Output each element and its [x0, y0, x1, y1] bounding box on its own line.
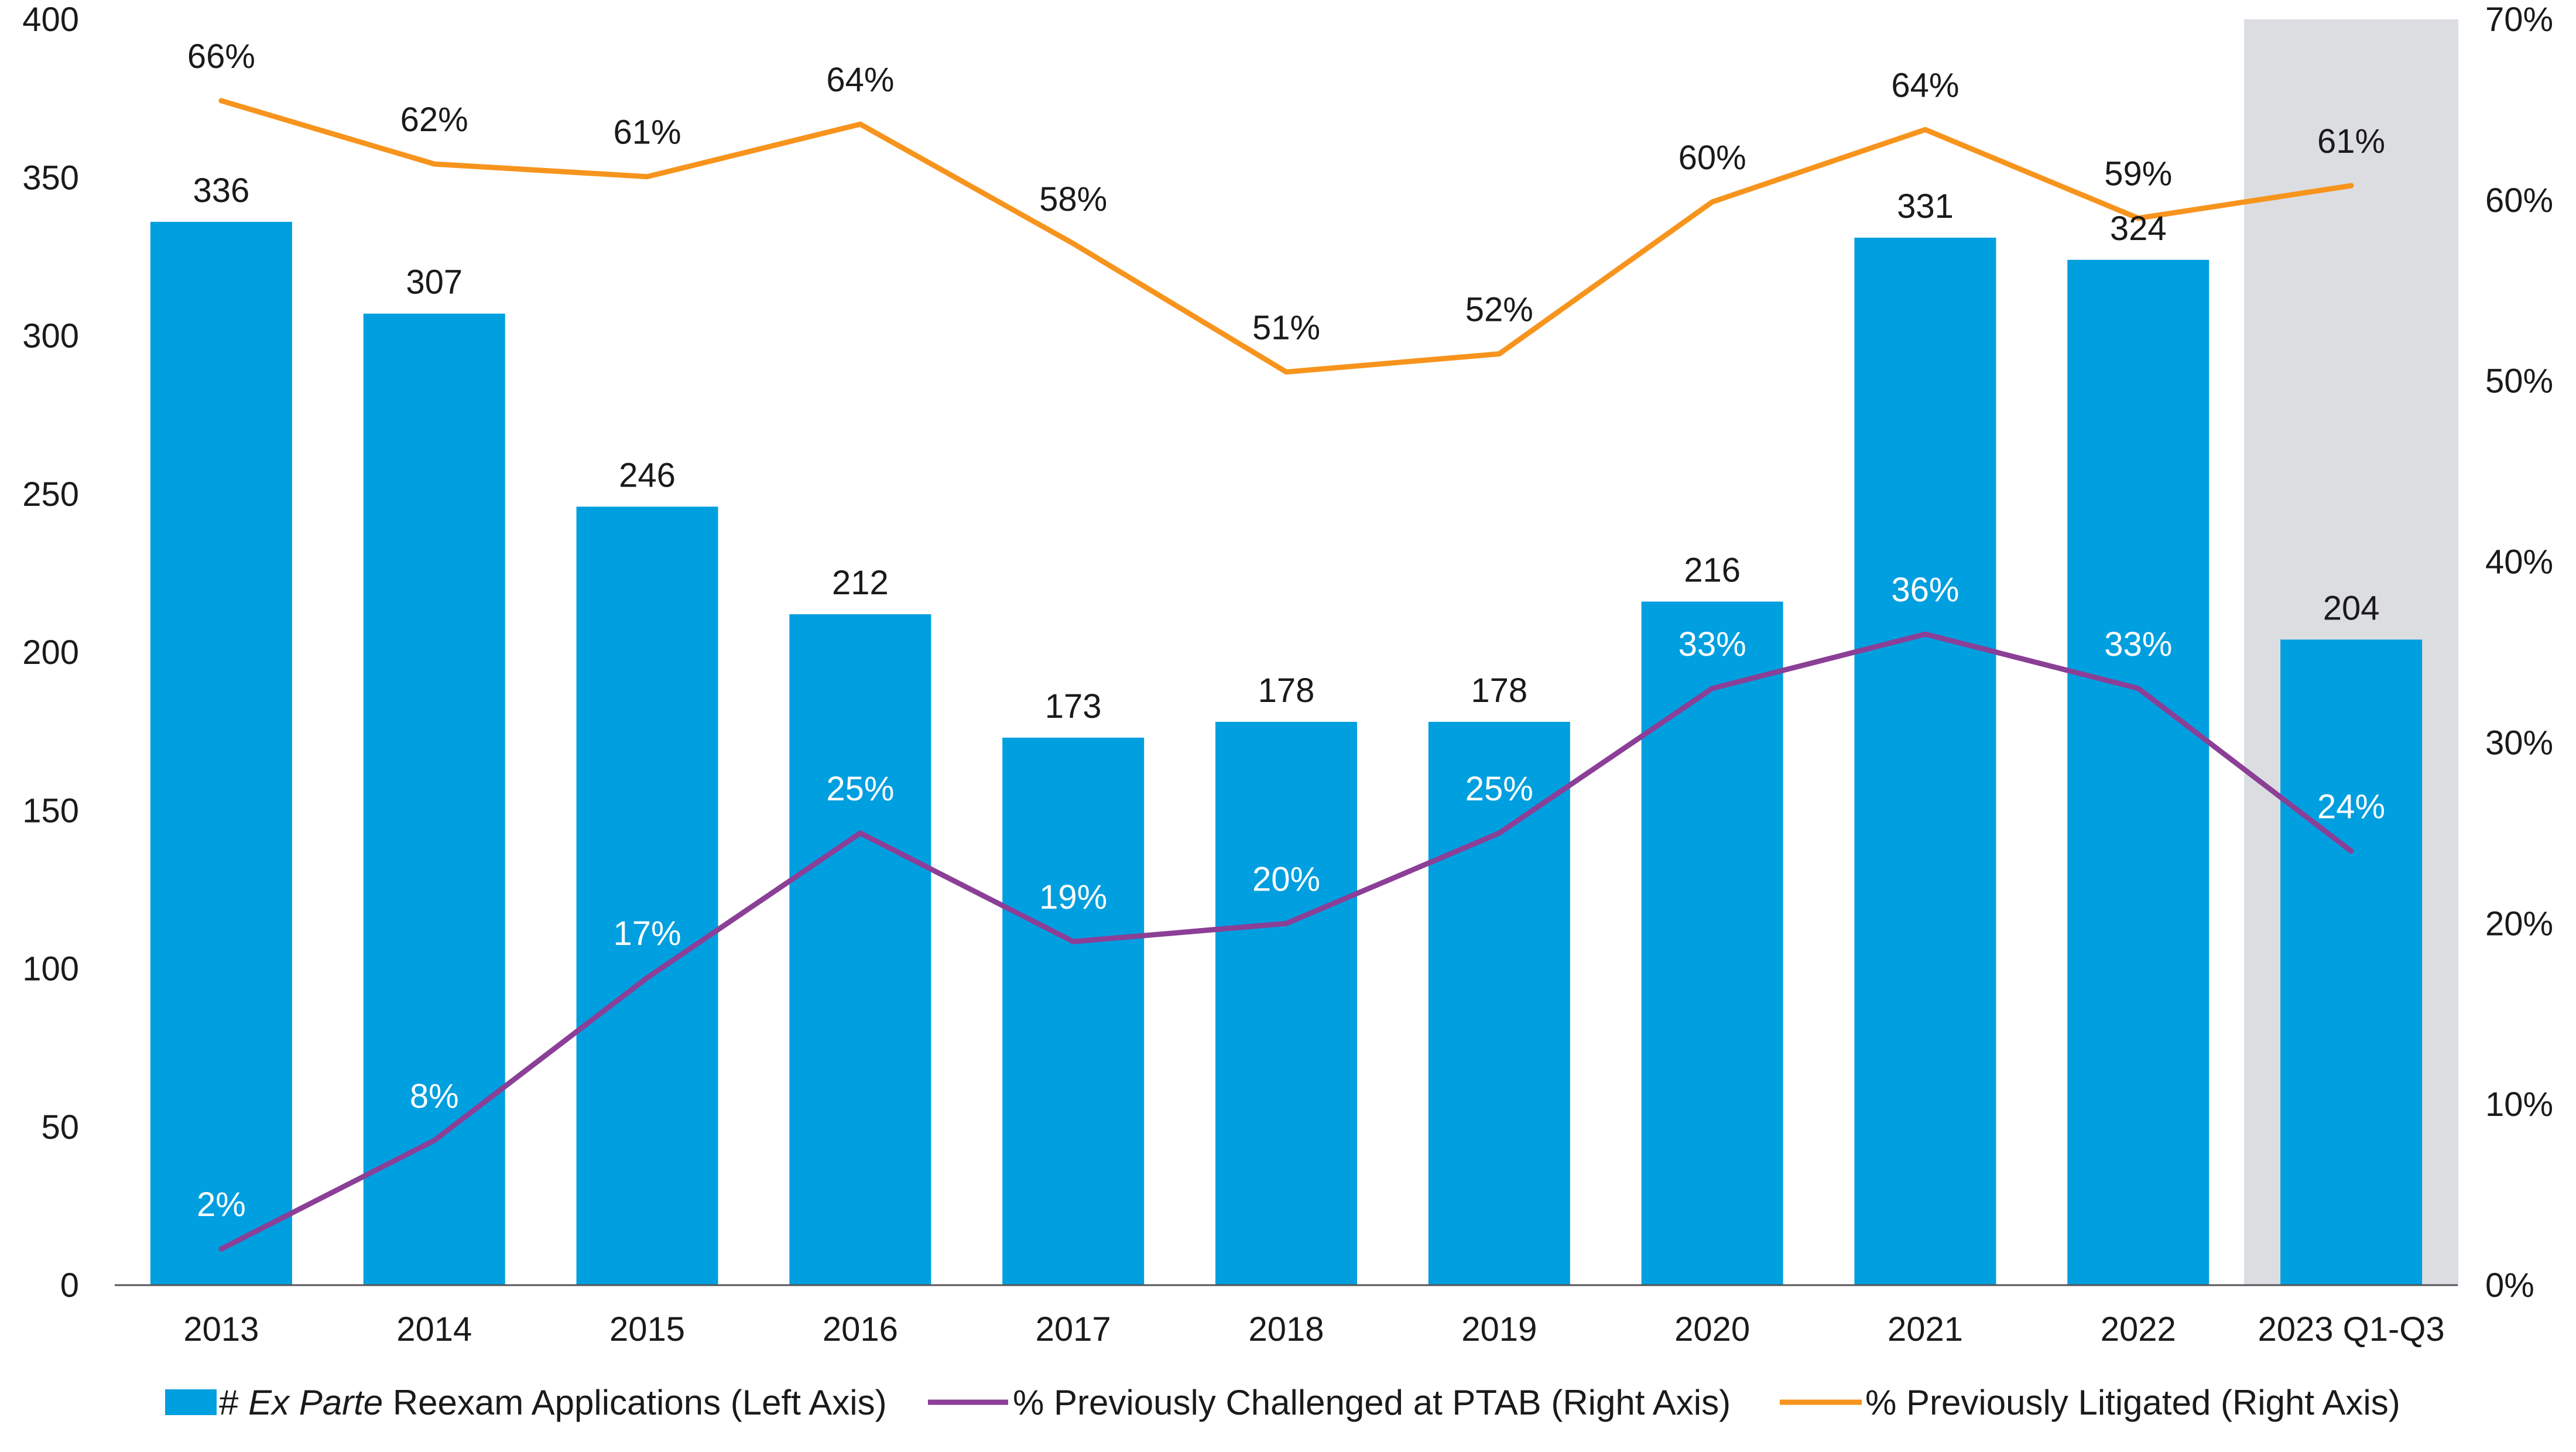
legend-label-part: #	[219, 1383, 248, 1422]
bar-2018	[1215, 722, 1357, 1285]
left-axis-tick-label: 100	[22, 950, 79, 988]
left-axis-tick-label: 0	[60, 1266, 79, 1304]
x-axis-tick-label: 2015	[609, 1310, 685, 1348]
bar-value-label: 331	[1897, 187, 1954, 225]
challenged-value-label: 33%	[2104, 625, 2172, 663]
bar-value-label: 324	[2110, 210, 2167, 248]
bar-2020	[1642, 602, 1783, 1285]
challenged-value-label: 24%	[2317, 788, 2385, 826]
left-axis-tick-label: 300	[22, 317, 79, 355]
left-axis-tick-label: 200	[22, 633, 79, 672]
legend-label-part: Reexam Applications (Left Axis)	[383, 1383, 886, 1422]
challenged-value-label: 17%	[613, 915, 681, 953]
left-axis-tick-label: 400	[22, 1, 79, 39]
challenged-value-label: 20%	[1252, 860, 1320, 898]
challenged-value-label: 33%	[1678, 625, 1746, 663]
x-axis-tick-label: 2019	[1461, 1310, 1537, 1348]
bar-value-label: 246	[619, 456, 676, 494]
bar-value-label: 212	[832, 564, 889, 602]
litigated-value-label: 60%	[1678, 139, 1746, 177]
challenged-value-label: 19%	[1039, 878, 1107, 916]
right-axis-tick-label: 40%	[2485, 543, 2553, 581]
litigated-value-label: 64%	[826, 61, 894, 99]
chart: 336 307 246 212 173 178 178 216 331 324 204 66% 62% 6…	[0, 0, 2576, 1449]
right-axis-tick-label: 10%	[2485, 1085, 2553, 1124]
x-axis-tick-label: 2018	[1248, 1310, 1324, 1348]
bar-2017	[1002, 738, 1144, 1285]
bar-value-label: 178	[1258, 672, 1315, 710]
litigated-value-label: 52%	[1465, 290, 1533, 328]
left-axis-tick-label: 350	[22, 159, 79, 197]
right-axis-tick-label: 60%	[2485, 182, 2553, 220]
x-axis-tick-label: 2013	[183, 1310, 259, 1348]
litigated-value-label: 66%	[187, 37, 255, 76]
right-axis-tick-label: 50%	[2485, 362, 2553, 400]
left-axis-tick-label: 50	[41, 1108, 79, 1146]
x-axis-tick-label: 2016	[823, 1310, 898, 1348]
litigated-value-label: 62%	[400, 101, 468, 139]
bar-2016	[789, 614, 931, 1285]
bar-2013	[150, 222, 292, 1285]
bar-2021	[1854, 238, 1996, 1285]
legend-label-litigated: % Previously Litigated (Right Axis)	[1865, 1383, 2400, 1422]
right-axis-tick-label: 20%	[2485, 905, 2553, 943]
legend-label-part: Ex Parte	[248, 1383, 383, 1422]
challenged-value-label: 25%	[826, 770, 894, 808]
left-axis-tick-label: 250	[22, 475, 79, 513]
x-axis-tick-label: 2022	[2101, 1310, 2176, 1348]
x-axis-tick-label: 2017	[1036, 1310, 1111, 1348]
challenged-value-label: 25%	[1465, 770, 1533, 808]
bar-value-label: 178	[1471, 672, 1527, 710]
litigated-value-label: 59%	[2104, 155, 2172, 193]
bar-value-label: 216	[1684, 552, 1741, 590]
right-axis-tick-label: 0%	[2485, 1266, 2534, 1304]
x-axis-tick-label: 2021	[1888, 1310, 1963, 1348]
challenged-value-label: 2%	[197, 1186, 246, 1224]
litigated-value-label: 58%	[1039, 180, 1107, 218]
challenged-value-label: 8%	[410, 1077, 459, 1115]
litigated-value-label: 61%	[2317, 122, 2385, 160]
litigated-value-label: 64%	[1891, 66, 1959, 104]
bar-2023-q1-q3	[2280, 639, 2422, 1285]
right-axis-tick-label: 30%	[2485, 724, 2553, 762]
bar-value-label: 336	[193, 172, 250, 210]
right-axis-tick-label: 70%	[2485, 1, 2553, 39]
x-axis-tick-label: 2023 Q1-Q3	[2258, 1310, 2444, 1348]
chart-svg: 336 307 246 212 173 178 178 216 331 324 204 66% 62% 6…	[0, 0, 2576, 1449]
legend-label-challenged: % Previously Challenged at PTAB (Right A…	[1013, 1383, 1731, 1422]
legend-label-bars: # Ex Parte Reexam Applications (Left Axi…	[219, 1383, 887, 1422]
legend: # Ex Parte Reexam Applications (Left Axi…	[165, 1383, 2400, 1422]
legend-swatch-bars	[165, 1389, 217, 1415]
litigated-value-label: 61%	[613, 114, 681, 152]
litigated-value-label: 51%	[1252, 309, 1320, 347]
x-axis-tick-label: 2014	[396, 1310, 472, 1348]
challenged-value-label: 36%	[1891, 571, 1959, 609]
left-axis-tick-label: 150	[22, 792, 79, 830]
bar-value-label: 307	[406, 263, 463, 302]
bar-value-label: 173	[1045, 687, 1102, 725]
bar-2015	[577, 506, 718, 1285]
bar-2022	[2067, 260, 2209, 1285]
bar-value-label: 204	[2323, 589, 2380, 627]
x-axis-tick-label: 2020	[1674, 1310, 1750, 1348]
